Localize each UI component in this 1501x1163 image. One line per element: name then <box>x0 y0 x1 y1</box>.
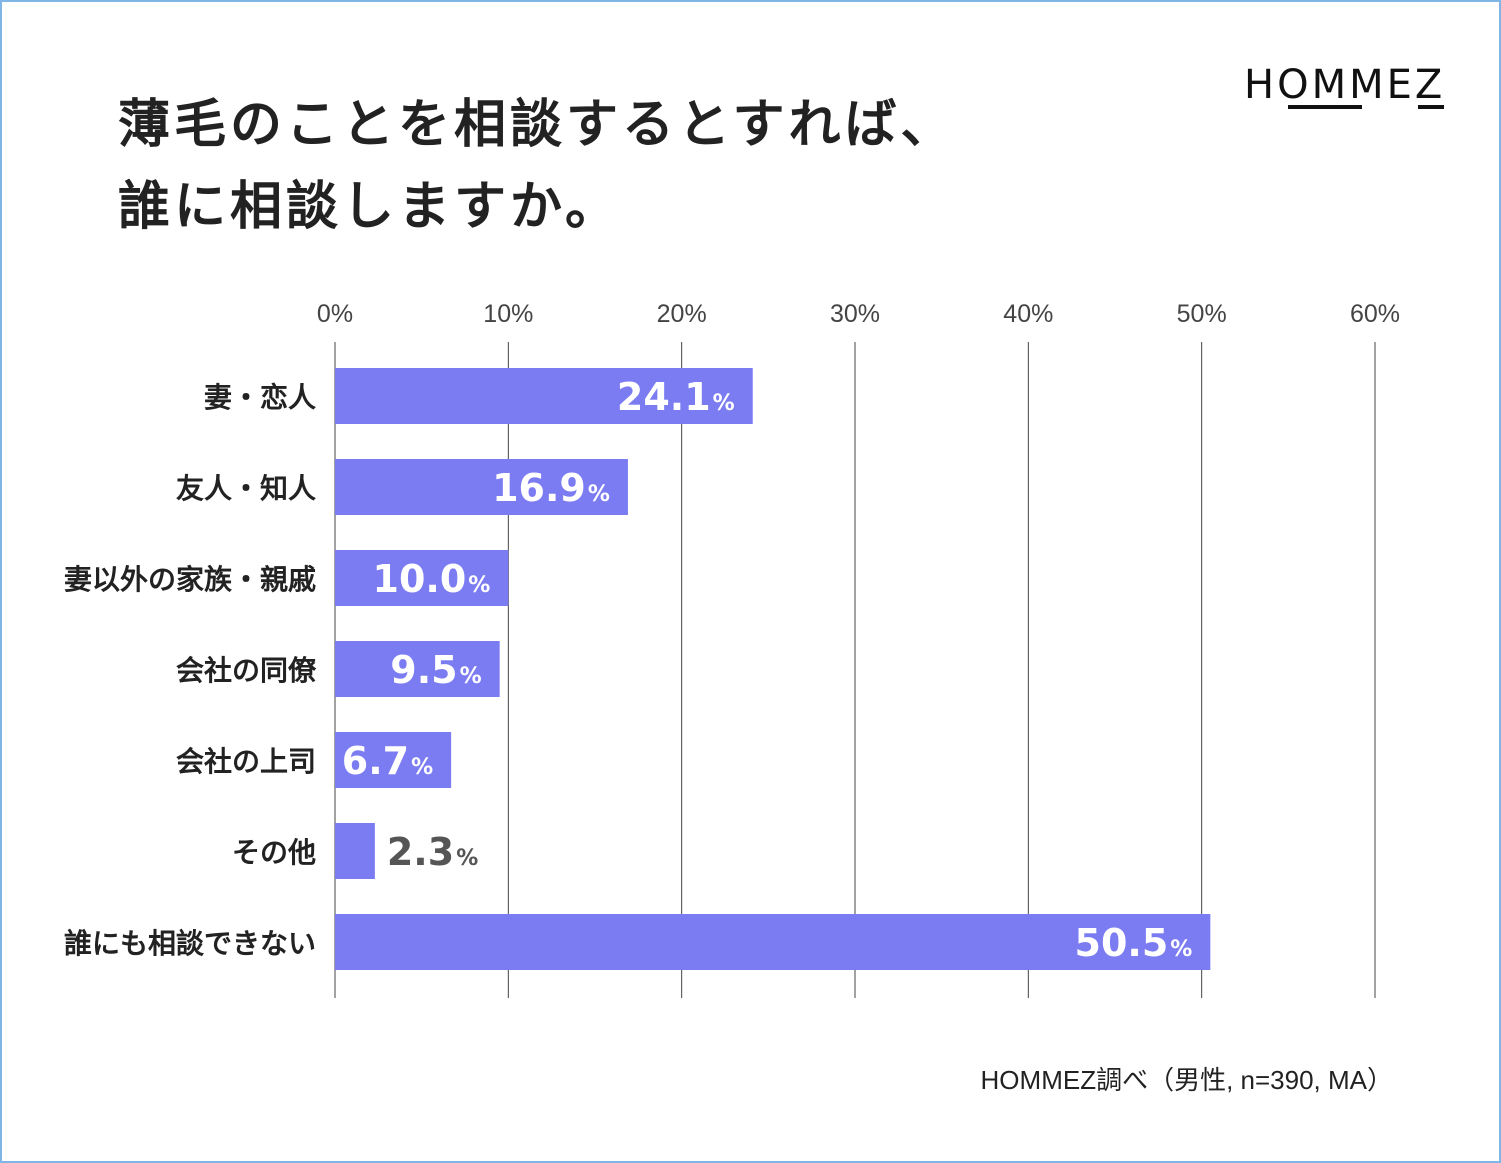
value-label-0: 24.1% <box>617 375 735 419</box>
x-tick-label-10: 10% <box>483 300 533 328</box>
value-label-1: 16.9% <box>492 466 610 510</box>
category-label-5: その他 <box>232 836 316 869</box>
bar-2 <box>335 550 509 606</box>
category-label-6: 誰にも相談できない <box>64 927 316 960</box>
hommez-logo: HOMMEZ <box>1242 60 1452 116</box>
category-label-1: 友人・知人 <box>176 472 316 505</box>
logo-underline <box>1288 105 1362 109</box>
logo-text: HOMMEZ <box>1244 62 1445 108</box>
value-label-6: 50.5% <box>1075 921 1193 965</box>
logo-underline-z <box>1418 105 1444 109</box>
x-tick-label-40: 40% <box>1003 300 1053 328</box>
bar-5 <box>335 823 375 879</box>
category-label-3: 会社の同僚 <box>176 654 317 687</box>
x-tick-label-50: 50% <box>1177 300 1227 328</box>
bar-1 <box>335 459 628 515</box>
category-label-2: 妻以外の家族・親戚 <box>64 563 316 596</box>
bar-4 <box>335 732 452 788</box>
chart-title: 薄毛のことを相談するとすれば、 誰に相談しますか。 <box>118 84 956 248</box>
x-tick-label-30: 30% <box>830 300 880 328</box>
bar-3 <box>335 641 500 697</box>
category-label-0: 妻・恋人 <box>204 381 316 414</box>
bar-0 <box>335 368 753 424</box>
x-tick-label-0: 0% <box>317 300 353 328</box>
x-tick-label-20: 20% <box>657 300 707 328</box>
category-label-4: 会社の上司 <box>176 745 316 778</box>
x-tick-label-60: 60% <box>1350 300 1400 328</box>
bar-6 <box>335 914 1211 970</box>
value-label-4: 6.7% <box>342 739 433 783</box>
value-label-5: 2.3% <box>387 830 478 874</box>
value-label-3: 9.5% <box>390 648 481 692</box>
source-note: HOMMEZ調べ（男性, n=390, MA） <box>980 1065 1393 1095</box>
value-label-2: 10.0% <box>373 557 491 601</box>
title-line-1: 薄毛のことを相談するとすれば、 <box>118 95 957 155</box>
title-line-2: 誰に相談しますか。 <box>118 177 621 237</box>
